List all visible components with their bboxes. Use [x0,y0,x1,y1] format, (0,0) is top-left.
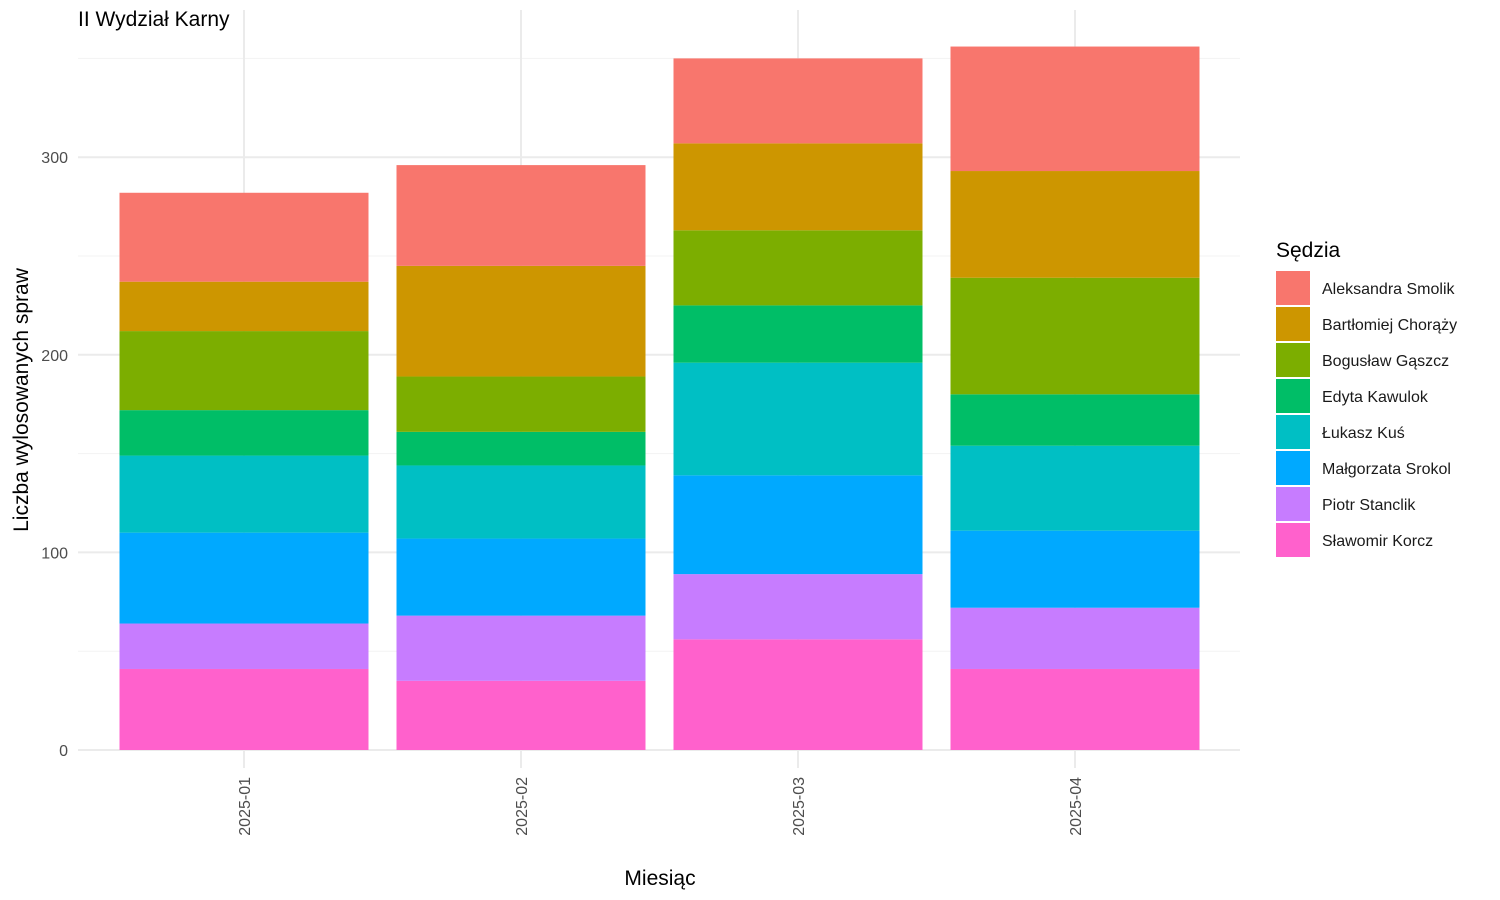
bar-segment [396,431,646,466]
legend-label: Bartłomiej Chorąży [1322,317,1457,334]
bar-segment [396,376,646,432]
bar-segment [119,281,369,332]
legend-key [1276,307,1310,341]
bar-segment [119,192,369,282]
legend: Sędzia Aleksandra Smolik Bartłomiej Chorą… [1276,239,1457,557]
legend-label: Aleksandra Smolik [1322,281,1456,298]
bar-segment [673,362,923,476]
chart-title: II Wydział Karny [78,8,230,31]
bar-segment [673,230,923,306]
x-axis-title: Miesiąc [624,867,695,890]
bar-segment [119,455,369,533]
bar-segment [950,607,1200,669]
legend-key [1276,487,1310,521]
y-tick-label: 0 [59,743,68,760]
bar-segment [396,615,646,681]
bar-segment [950,171,1200,278]
legend-label: Edyta Kawulok [1322,389,1429,406]
x-axis-ticks: 2025-01 2025-02 2025-03 2025-04 [237,777,1085,836]
legend-key [1276,379,1310,413]
y-axis-title: Liczba wylosowanych spraw [10,267,33,532]
bar-segment [119,331,369,411]
bar-segment [673,58,923,144]
legend-key [1276,523,1310,557]
legend-label: Piotr Stanclik [1322,497,1416,514]
legend-key [1276,343,1310,377]
legend-label: Małgorzata Srokol [1322,461,1451,478]
bar-segment [673,305,923,363]
bar-segment [396,680,646,750]
legend-key [1276,271,1310,305]
y-tick-label: 300 [41,150,68,167]
legend-label: Bogusław Gąszcz [1322,353,1449,370]
x-tick-label: 2025-01 [237,777,254,836]
x-tick-label: 2025-04 [1068,777,1085,836]
bar-segment [950,394,1200,446]
legend-key [1276,415,1310,449]
bar-segment [673,475,923,575]
bar-segment [396,538,646,616]
bar-segment [396,465,646,539]
y-tick-label: 100 [41,545,68,562]
bar-segment [673,143,923,231]
legend-key [1276,451,1310,485]
bar-segment [950,46,1200,172]
bar-segment [119,410,369,456]
bars [119,46,1200,750]
bar-segment [119,532,369,624]
bar-segment [673,574,923,640]
y-tick-label: 200 [41,348,68,365]
x-tick-label: 2025-02 [514,777,531,836]
legend-items: Aleksandra Smolik Bartłomiej Chorąży Bogus… [1276,271,1457,557]
bar-segment [119,623,369,669]
x-tick-label: 2025-03 [791,777,808,836]
bar-segment [950,445,1200,531]
bar-segment [396,265,646,377]
bar-segment [950,530,1200,608]
bar-segment [950,668,1200,750]
legend-label: Łukasz Kuś [1322,425,1405,442]
bar-segment [673,639,923,750]
y-axis-ticks: 0 100 200 300 [41,150,68,760]
legend-label: Sławomir Korcz [1322,533,1433,550]
bar-segment [119,668,369,750]
bar-segment [396,165,646,266]
legend-title: Sędzia [1276,239,1341,262]
bar-segment [950,277,1200,395]
